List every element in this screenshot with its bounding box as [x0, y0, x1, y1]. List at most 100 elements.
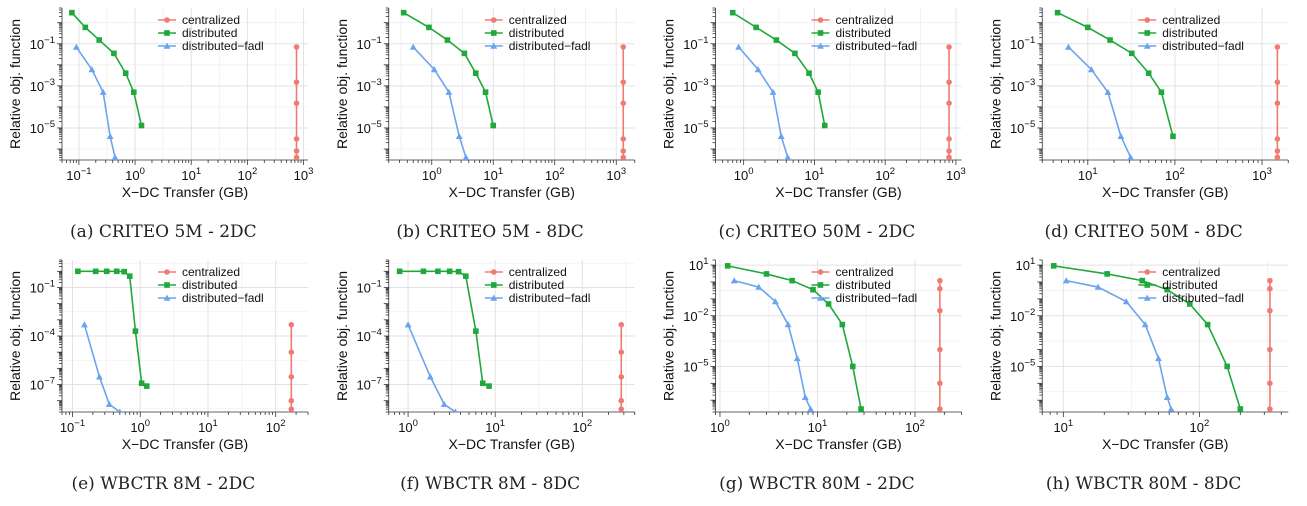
- y-axis-title: Relative obj. function: [7, 271, 23, 401]
- series-distributed-fadl-point: [1065, 43, 1072, 50]
- x-tick-label: 100: [710, 418, 730, 435]
- legend-label: distributed−fadl: [836, 291, 918, 305]
- y-tick-label: 10−4: [30, 327, 55, 344]
- y-tick-label: 10−3: [683, 77, 708, 94]
- legend-label: centralized: [509, 265, 567, 279]
- series-group: [1050, 263, 1273, 412]
- legend-swatch-marker: [490, 269, 497, 275]
- series-centralized-point: [293, 79, 300, 85]
- x-tick-label: 102: [1165, 166, 1185, 183]
- series-distributed-point: [444, 37, 451, 43]
- series-centralized-point: [1274, 100, 1281, 106]
- series-centralized-point: [1274, 44, 1281, 50]
- legend-label: distributed−fadl: [836, 39, 918, 53]
- y-axis-title: Relative obj. function: [987, 19, 1003, 149]
- x-tick-label: 102: [572, 418, 592, 435]
- y-tick-label: 10−3: [30, 77, 55, 94]
- series-distributed-point: [103, 268, 110, 275]
- legend-label: distributed: [1162, 26, 1217, 40]
- legend-swatch-marker: [164, 30, 170, 36]
- x-tick-label: 101: [198, 418, 218, 435]
- series-centralized-point: [946, 136, 952, 142]
- legend-label: distributed: [182, 26, 237, 40]
- series-distributed-point: [810, 286, 816, 293]
- x-tick-label: 103: [294, 166, 314, 183]
- legend-label: centralized: [1162, 265, 1220, 279]
- legend-swatch-marker: [1143, 42, 1151, 49]
- panel-caption: (e) WBCTR 8M - 2DC: [71, 474, 255, 494]
- series-distributed-point: [1204, 321, 1211, 328]
- y-axis-title: Relative obj. function: [987, 271, 1003, 401]
- series-distributed-fadl-point: [430, 66, 438, 73]
- series-group: [729, 9, 952, 160]
- series-distributed-fadl-point: [409, 43, 417, 50]
- series-distributed-fadl-point: [754, 66, 762, 73]
- series-distributed-fadl-point: [784, 321, 792, 328]
- plot-area: [1042, 8, 1289, 160]
- grid: [1042, 260, 1289, 412]
- series-centralized-point: [618, 349, 625, 355]
- y-tick-label: 101: [689, 256, 709, 273]
- series-distributed-point: [821, 122, 828, 129]
- series-distributed-point: [472, 70, 479, 76]
- series-distributed-fadl-point: [1094, 283, 1102, 290]
- series-distributed-fadl-point: [1141, 321, 1149, 328]
- series-distributed-point: [126, 273, 133, 279]
- x-tick-label: 101: [483, 166, 503, 183]
- y-tick-label: 10−1: [683, 35, 708, 52]
- series-distributed-fadl-point: [88, 66, 96, 73]
- series-centralized-point: [293, 136, 300, 142]
- series-distributed-point: [113, 268, 120, 275]
- series-distributed-point: [1054, 9, 1061, 16]
- x-axis-title: X−DC Transfer (GB): [1102, 436, 1228, 452]
- series-centralized-point: [946, 44, 952, 50]
- series-distributed-point: [490, 122, 497, 129]
- series-distributed-point: [806, 70, 812, 76]
- series-centralized-point: [1274, 79, 1281, 85]
- legend-swatch-marker: [164, 282, 170, 288]
- x-axis-title: X−DC Transfer (GB): [775, 184, 901, 200]
- series-distributed-point: [1050, 263, 1057, 269]
- series-distributed-point: [131, 89, 137, 95]
- series-centralized-point: [937, 277, 943, 284]
- series-distributed-fadl-point: [1062, 277, 1070, 284]
- series-distributed-point: [463, 273, 469, 279]
- legend-swatch-marker: [490, 294, 498, 301]
- series-centralized-point: [1274, 136, 1281, 142]
- series-distributed-point: [92, 268, 99, 275]
- x-tick-label: 100: [422, 166, 442, 183]
- series-group: [396, 268, 625, 412]
- series-centralized-point: [937, 346, 943, 353]
- series-centralized-point: [937, 285, 943, 292]
- chart-panel: 10−1 100 101 102 103 10−5 10−3 10−1 X−DC Transfe…: [7, 7, 314, 242]
- legend-swatch-marker: [1144, 269, 1151, 275]
- x-tick-label: 103: [606, 166, 626, 183]
- x-tick-label: 100: [125, 166, 145, 183]
- series-distributed-point: [132, 328, 139, 334]
- series-distributed-fadl-point: [96, 373, 103, 380]
- tick-marks: [383, 259, 636, 417]
- series-centralized-point: [288, 349, 295, 355]
- series-distributed-point: [96, 37, 103, 43]
- series-centralized-point: [620, 100, 627, 106]
- tick-marks: [57, 259, 309, 417]
- panel-caption: (c) CRITEO 50M - 2DC: [718, 222, 915, 242]
- series-distributed-fadl-point: [1088, 66, 1095, 73]
- y-tick-label: 10−3: [1010, 77, 1035, 94]
- tick-marks: [710, 7, 957, 165]
- y-tick-label: 10−1: [1010, 35, 1035, 52]
- legend-label: centralized: [182, 13, 240, 27]
- series-distributed-fadl-point: [735, 43, 743, 50]
- series-distributed-point: [400, 9, 407, 16]
- series-distributed-point: [763, 271, 770, 277]
- series-distributed-point: [455, 268, 462, 275]
- series-distributed-point: [143, 383, 150, 389]
- series-distributed-point: [435, 268, 441, 275]
- series-distributed-fadl-point: [1122, 298, 1130, 305]
- y-tick-label: 10−2: [1010, 307, 1035, 324]
- series-centralized-point: [620, 154, 627, 160]
- legend-swatch-marker: [1144, 30, 1151, 36]
